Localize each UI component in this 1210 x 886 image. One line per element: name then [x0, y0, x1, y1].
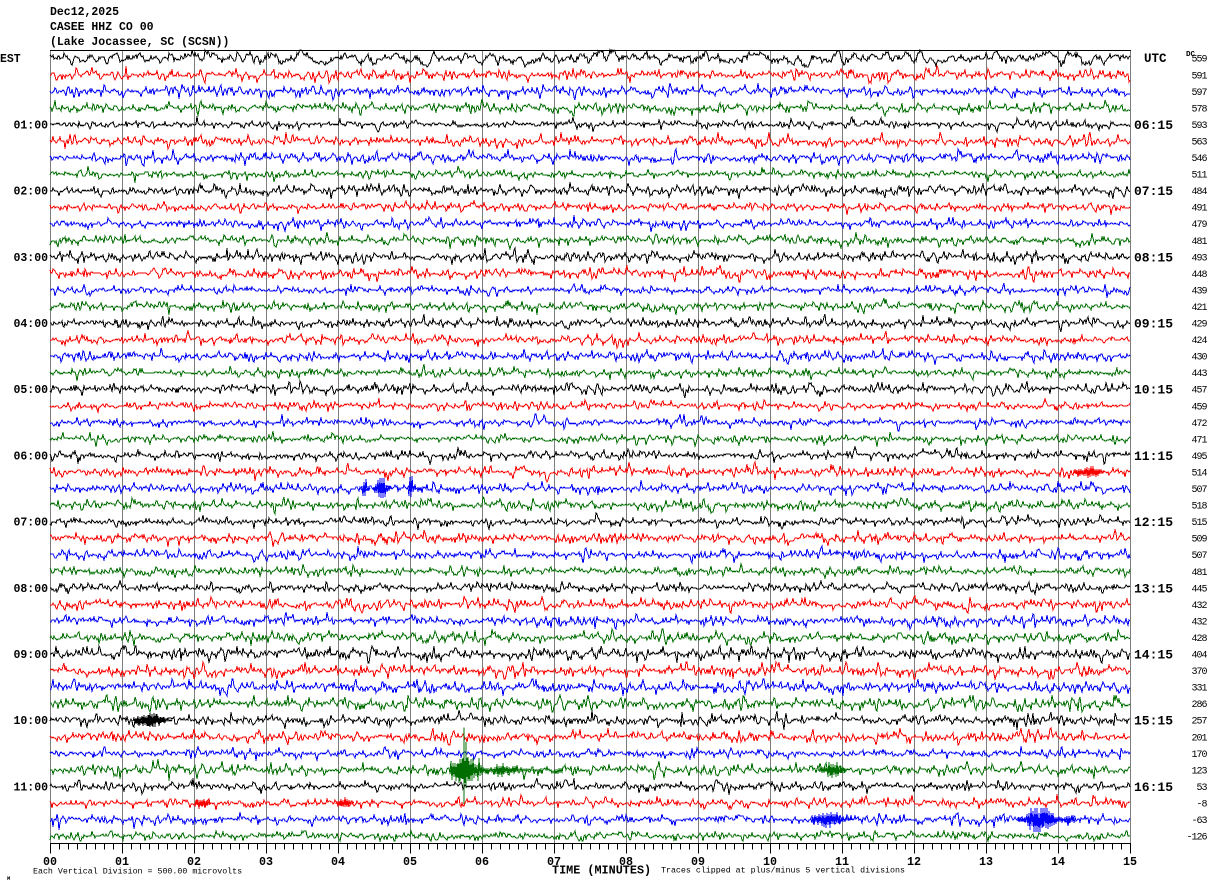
svg-text:01: 01 [115, 855, 129, 869]
svg-text:03: 03 [259, 855, 273, 869]
svg-text:370: 370 [1191, 667, 1207, 678]
svg-text:507: 507 [1191, 485, 1207, 496]
svg-text:484: 484 [1191, 187, 1207, 198]
svg-text:457: 457 [1191, 386, 1207, 397]
svg-text:12: 12 [907, 855, 921, 869]
svg-text:10: 10 [763, 855, 777, 869]
svg-text:06: 06 [475, 855, 489, 869]
svg-text:M: M [7, 875, 11, 882]
svg-text:07:15: 07:15 [1134, 184, 1173, 199]
svg-text:06:00: 06:00 [13, 450, 48, 463]
svg-text:-63: -63 [1191, 816, 1207, 827]
svg-text:02:00: 02:00 [13, 186, 48, 199]
svg-text:13:15: 13:15 [1134, 581, 1173, 596]
svg-text:CASEE HHZ CO 00: CASEE HHZ CO 00 [50, 21, 154, 34]
svg-text:509: 509 [1191, 535, 1207, 546]
svg-text:08:15: 08:15 [1134, 250, 1173, 265]
svg-text:05:00: 05:00 [13, 384, 48, 397]
svg-text:05: 05 [403, 855, 417, 869]
svg-text:429: 429 [1191, 320, 1207, 331]
svg-text:424: 424 [1191, 336, 1207, 347]
svg-text:515: 515 [1191, 518, 1207, 529]
svg-text:07:00: 07:00 [13, 517, 48, 530]
svg-text:428: 428 [1191, 634, 1207, 645]
svg-text:201: 201 [1191, 733, 1207, 744]
svg-text:432: 432 [1191, 617, 1207, 628]
svg-text:14:15: 14:15 [1134, 648, 1173, 663]
svg-text:331: 331 [1191, 684, 1207, 695]
svg-text:286: 286 [1191, 700, 1207, 711]
svg-text:479: 479 [1191, 220, 1207, 231]
svg-text:-126: -126 [1186, 833, 1207, 844]
svg-text:507: 507 [1191, 551, 1207, 562]
svg-text:15:15: 15:15 [1134, 714, 1173, 729]
svg-text:10:00: 10:00 [13, 715, 48, 728]
svg-text:08: 08 [619, 855, 633, 869]
svg-text:06:15: 06:15 [1134, 118, 1173, 133]
svg-text:14: 14 [1051, 855, 1065, 869]
svg-text:421: 421 [1191, 303, 1207, 314]
svg-text:Each Vertical Division = 500.: Each Vertical Division = 500.00 microvol… [33, 867, 242, 877]
svg-text:10:15: 10:15 [1134, 383, 1173, 398]
svg-text:11: 11 [835, 855, 849, 869]
svg-text:448: 448 [1191, 270, 1207, 281]
svg-text:404: 404 [1191, 651, 1207, 662]
svg-text:11:00: 11:00 [13, 781, 48, 794]
svg-text:439: 439 [1191, 286, 1207, 297]
svg-text:597: 597 [1191, 88, 1207, 99]
svg-text:Traces clipped at plus/minus 5: Traces clipped at plus/minus 5 vertical … [661, 866, 905, 876]
svg-text:02: 02 [187, 855, 201, 869]
svg-text:11:15: 11:15 [1134, 449, 1173, 464]
svg-text:432: 432 [1191, 601, 1207, 612]
svg-text:559: 559 [1191, 55, 1207, 66]
svg-text:170: 170 [1191, 750, 1207, 761]
svg-text:578: 578 [1191, 104, 1207, 115]
svg-text:546: 546 [1191, 154, 1207, 165]
svg-text:16:15: 16:15 [1134, 780, 1173, 795]
svg-text:471: 471 [1191, 435, 1207, 446]
svg-text:459: 459 [1191, 402, 1207, 413]
svg-text:(Lake Jocassee, SC (SCSN)): (Lake Jocassee, SC (SCSN)) [50, 36, 229, 49]
svg-text:123: 123 [1191, 766, 1207, 777]
svg-text:472: 472 [1191, 419, 1207, 430]
svg-text:TIME (MINUTES): TIME (MINUTES) [552, 864, 651, 878]
svg-text:591: 591 [1191, 71, 1207, 82]
svg-text:593: 593 [1191, 121, 1207, 132]
svg-text:53: 53 [1196, 783, 1207, 794]
svg-text:514: 514 [1191, 468, 1207, 479]
svg-text:EST: EST [0, 53, 21, 66]
svg-text:07: 07 [547, 855, 561, 869]
svg-text:495: 495 [1191, 452, 1207, 463]
svg-text:15: 15 [1123, 855, 1137, 869]
svg-text:491: 491 [1191, 204, 1207, 215]
svg-text:04:00: 04:00 [13, 318, 48, 331]
svg-text:12:15: 12:15 [1134, 515, 1173, 530]
svg-text:563: 563 [1191, 137, 1207, 148]
svg-text:511: 511 [1191, 171, 1207, 182]
svg-text:00: 00 [43, 855, 57, 869]
svg-text:08:00: 08:00 [13, 583, 48, 596]
svg-text:481: 481 [1191, 237, 1207, 248]
svg-text:13: 13 [979, 855, 993, 869]
svg-text:257: 257 [1191, 717, 1207, 728]
svg-text:DC: DC [1186, 51, 1196, 59]
svg-text:UTC: UTC [1144, 52, 1167, 66]
svg-text:01:00: 01:00 [13, 119, 48, 132]
svg-text:09:15: 09:15 [1134, 317, 1173, 332]
svg-text:03:00: 03:00 [13, 252, 48, 265]
svg-text:430: 430 [1191, 353, 1207, 364]
svg-text:493: 493 [1191, 253, 1207, 264]
svg-text:443: 443 [1191, 369, 1207, 380]
svg-text:04: 04 [331, 855, 345, 869]
svg-text:518: 518 [1191, 502, 1207, 513]
svg-text:481: 481 [1191, 568, 1207, 579]
svg-text:Dec12,2025: Dec12,2025 [50, 6, 119, 19]
svg-text:445: 445 [1191, 584, 1207, 595]
svg-text:09: 09 [691, 855, 705, 869]
svg-text:-8: -8 [1196, 799, 1207, 810]
svg-text:09:00: 09:00 [13, 649, 48, 662]
